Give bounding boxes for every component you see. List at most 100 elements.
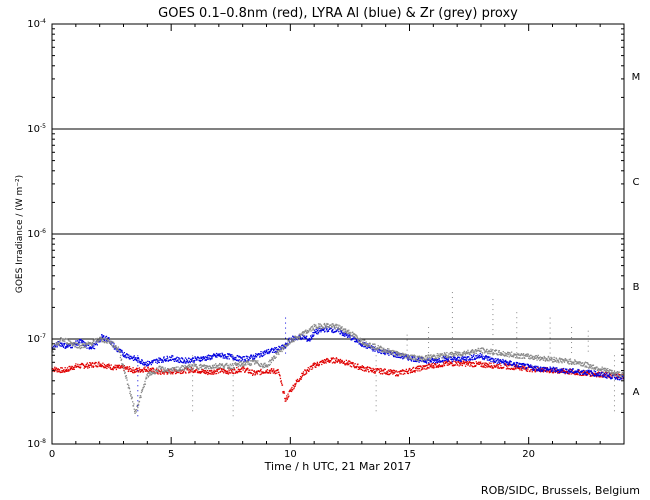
data-point (526, 353, 528, 355)
data-point (58, 369, 61, 371)
data-point (237, 366, 239, 368)
data-point (383, 370, 385, 372)
data-point (373, 346, 375, 348)
data-point (457, 360, 460, 362)
data-point (518, 354, 520, 356)
data-point (499, 362, 501, 365)
data-point (273, 348, 275, 351)
data-point (209, 366, 212, 368)
data-point (213, 354, 216, 357)
data-point (410, 369, 412, 372)
data-point (547, 355, 550, 358)
data-point (385, 349, 387, 351)
data-point (437, 366, 439, 369)
data-point (536, 359, 538, 361)
credit-text: ROB/SIDC, Brussels, Belgium (481, 484, 640, 497)
spike-point (192, 390, 194, 392)
data-point (418, 361, 420, 363)
data-point (337, 326, 340, 328)
data-point (259, 373, 261, 376)
data-point (132, 359, 135, 362)
data-point (99, 363, 101, 365)
data-point (388, 354, 390, 356)
data-point (541, 358, 543, 360)
data-point (321, 327, 323, 330)
data-point (570, 363, 573, 365)
data-point (362, 369, 364, 371)
spike-point (137, 415, 139, 417)
data-point (544, 367, 546, 369)
data-point (610, 369, 612, 371)
data-point (81, 339, 84, 342)
data-point (103, 337, 105, 340)
data-point (304, 369, 307, 371)
data-point (534, 366, 536, 369)
data-point (564, 360, 566, 362)
data-point (348, 335, 350, 337)
data-point (487, 355, 489, 358)
data-point (520, 366, 522, 368)
data-point (234, 372, 237, 374)
data-point (262, 351, 264, 353)
data-point (115, 347, 118, 349)
data-point (438, 355, 440, 357)
data-point (526, 355, 529, 357)
data-point (112, 366, 115, 368)
data-point (596, 366, 598, 368)
data-point (145, 378, 147, 380)
data-point (498, 362, 500, 364)
data-point (348, 329, 350, 331)
data-point (227, 373, 230, 375)
spike-point (571, 347, 573, 349)
data-point (186, 365, 189, 368)
data-point (425, 364, 428, 367)
data-point (531, 357, 533, 359)
data-point (507, 351, 509, 354)
data-point (587, 363, 589, 366)
data-point (213, 367, 215, 369)
data-point (96, 337, 98, 340)
data-point (192, 368, 194, 370)
data-point (205, 364, 207, 367)
data-point (482, 366, 485, 368)
data-point (191, 368, 193, 371)
data-point (597, 373, 599, 375)
data-point (282, 348, 284, 351)
data-point (80, 339, 82, 341)
data-point (302, 372, 304, 375)
data-point (436, 366, 438, 368)
data-point (62, 340, 65, 342)
data-point (491, 367, 493, 369)
data-point (182, 372, 184, 374)
data-point (262, 367, 264, 369)
data-point (155, 361, 157, 363)
data-point (224, 356, 227, 358)
spike-point (192, 355, 194, 357)
data-point (161, 370, 163, 373)
data-point (399, 373, 401, 375)
data-point (357, 338, 359, 340)
data-point (544, 369, 546, 372)
data-point (95, 343, 98, 345)
data-point (272, 372, 274, 374)
data-point (156, 370, 158, 372)
data-point (380, 346, 382, 348)
data-point (512, 362, 515, 364)
data-point (306, 329, 309, 332)
data-point (315, 326, 318, 328)
data-point (505, 364, 507, 367)
data-point (568, 358, 570, 361)
data-point (205, 366, 208, 368)
data-point (163, 372, 166, 374)
data-point (505, 353, 507, 355)
data-point (128, 368, 130, 371)
data-point (391, 353, 393, 355)
data-point (356, 341, 358, 343)
data-point (216, 365, 218, 367)
data-point (425, 361, 427, 363)
data-point (338, 328, 340, 331)
data-point (396, 351, 399, 353)
data-point (272, 348, 274, 350)
data-point (352, 333, 354, 335)
data-point (566, 372, 569, 375)
